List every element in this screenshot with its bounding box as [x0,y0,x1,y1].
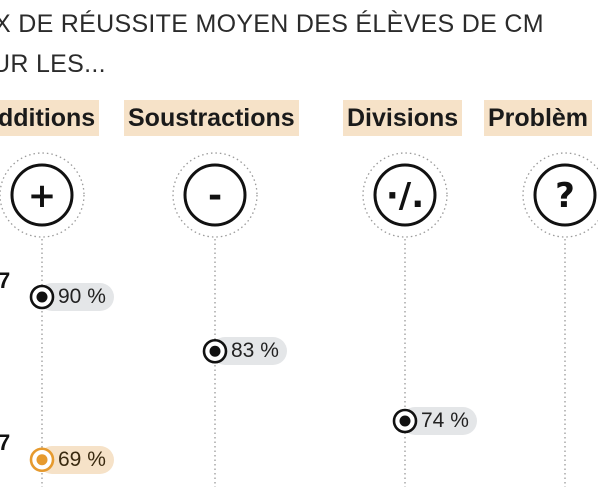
icon-halo-additions [0,152,85,238]
additions-icon: + [28,176,57,216]
data-label: 90 % [38,283,114,311]
series-label-2: 7 [0,430,11,455]
icon-halo-soustractions [172,152,258,238]
data-point [36,454,48,466]
series-label-1: 7 [0,268,11,293]
icon-circle-divisions [373,163,437,227]
icon-halo-problemes [522,152,598,238]
chart-title-line-2: UR LES... [0,50,106,78]
icon-halo-divisions [362,152,448,238]
data-point [399,415,411,427]
category-divisions: Divisions [343,100,463,136]
icon-circle-soustractions [183,163,247,227]
category-soustractions: Soustractions [124,100,299,136]
problemes-icon: ? [555,176,575,216]
data-point [209,345,221,357]
data-label: 74 % [401,407,477,435]
divisions-icon: ·/. [386,176,424,216]
category-problemes: Problèm [484,100,593,136]
chart-title-line-1: X DE RÉUSSITE MOYEN DES ÉLÈVES DE CM [0,10,544,38]
soustractions-icon: - [208,176,222,216]
category-additions: dditions [0,100,100,136]
icon-circle-additions [10,163,74,227]
data-point [36,291,48,303]
icon-circle-problemes [533,163,597,227]
